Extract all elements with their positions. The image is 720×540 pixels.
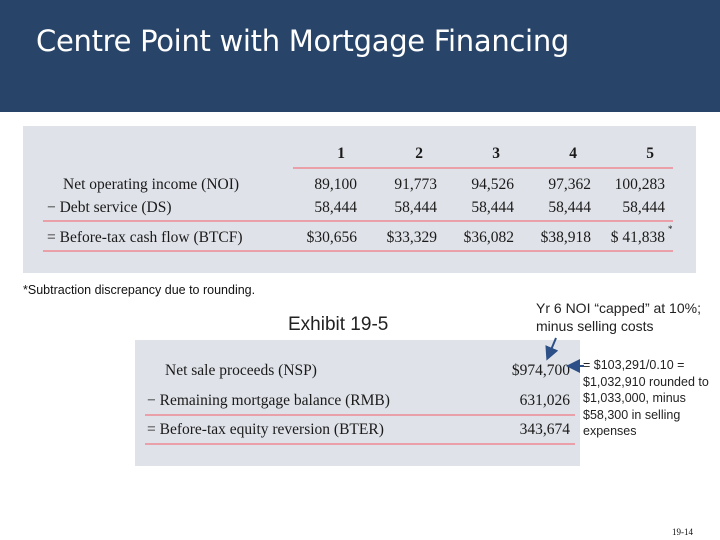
- table-cell: 94,526: [471, 176, 514, 193]
- row-label: − Debt service (DS): [47, 199, 172, 216]
- page-number: 19-14: [672, 527, 693, 537]
- rounding-asterisk: *: [668, 224, 673, 234]
- table-cell: 58,444: [548, 199, 591, 216]
- total-rule: [145, 443, 575, 445]
- exhibit-label: Exhibit 19-5: [288, 314, 389, 335]
- sale-proceeds-table: Net sale proceeds (NSP) $974,700 − Remai…: [135, 340, 580, 466]
- footnote: *Subtraction discrepancy due to rounding…: [23, 283, 256, 297]
- row-label: = Before-tax cash flow (BTCF): [47, 229, 243, 246]
- row-label: Net sale proceeds (NSP): [165, 362, 317, 379]
- sum-rule: [145, 414, 575, 416]
- row-label: = Before-tax equity reversion (BTER): [147, 421, 384, 438]
- table-cell: 343,674: [519, 421, 570, 438]
- table-cell: $33,329: [386, 229, 437, 246]
- title-bar: [0, 0, 720, 112]
- year-header: 5: [646, 145, 654, 162]
- row-label: Net operating income (NOI): [63, 176, 240, 193]
- table-cell: 58,444: [314, 199, 357, 216]
- table-cell: 58,444: [394, 199, 437, 216]
- table-cell: $30,656: [306, 229, 357, 246]
- table-cell: $36,082: [463, 229, 514, 246]
- table-cell: 58,444: [471, 199, 514, 216]
- table-cell: 91,773: [394, 176, 437, 193]
- cash-flow-table: 1 2 3 4 5 Net operating income (NOI) 89,…: [23, 126, 696, 273]
- slide-title: Centre Point with Mortgage Financing: [36, 24, 570, 58]
- capped-noi-note: Yr 6 NOI “capped” at 10%; minus selling …: [536, 300, 701, 334]
- year-header: 4: [569, 145, 577, 162]
- table-cell: 89,100: [314, 176, 357, 193]
- year-header: 1: [337, 145, 345, 162]
- calculation-note: = $103,291/0.10 = $1,032,910 rounded to …: [583, 358, 709, 438]
- year-header: 3: [492, 145, 500, 162]
- table-cell: 97,362: [548, 176, 591, 193]
- table-cell: 631,026: [519, 392, 570, 409]
- table-cell: $ 41,838: [610, 229, 665, 246]
- year-header: 2: [415, 145, 423, 162]
- header-rule: [293, 167, 673, 169]
- sum-rule: [43, 220, 673, 222]
- table-cell: 100,283: [614, 176, 665, 193]
- table-cell: 58,444: [622, 199, 665, 216]
- table-cell: $38,918: [540, 229, 591, 246]
- table-cell: $974,700: [511, 362, 570, 379]
- total-rule: [43, 250, 673, 252]
- row-label: − Remaining mortgage balance (RMB): [147, 392, 390, 409]
